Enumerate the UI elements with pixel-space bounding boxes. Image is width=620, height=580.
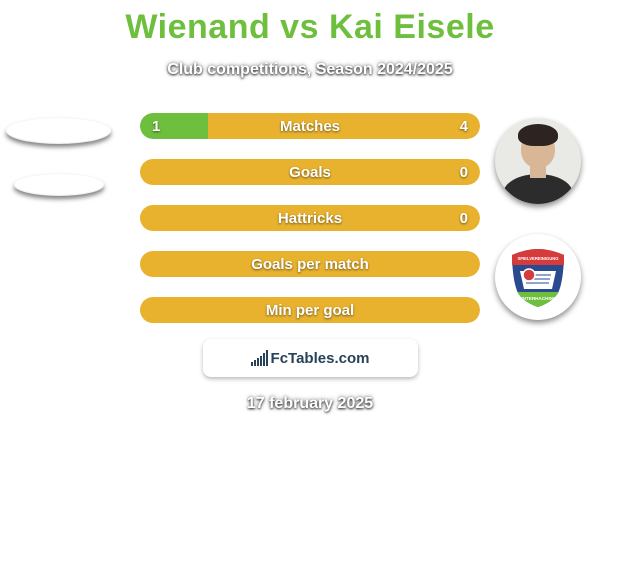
stat-row: Min per goal xyxy=(140,297,480,323)
date-label: 17 february 2025 xyxy=(0,395,620,413)
badge-top-text: SPIELVEREINIGUNG xyxy=(517,256,558,261)
stat-label: Min per goal xyxy=(140,297,480,323)
stat-label: Hattricks xyxy=(140,205,480,231)
stat-label: Goals per match xyxy=(140,251,480,277)
club-badge: SPIELVEREINIGUNG UNTERHACHING xyxy=(495,234,581,320)
stat-row: Goals0 xyxy=(140,159,480,185)
club-placeholder-oval xyxy=(14,174,104,196)
bars-icon xyxy=(251,350,269,366)
stat-label: Matches xyxy=(140,113,480,139)
club-shield-icon: SPIELVEREINIGUNG UNTERHACHING xyxy=(506,245,570,309)
player-avatar xyxy=(495,118,581,204)
source-logo: FcTables.com xyxy=(203,339,418,377)
comparison-rows: Matches14Goals0Hattricks0Goals per match… xyxy=(140,113,480,323)
stat-row: Matches1 4 xyxy=(140,113,480,139)
stat-value-left: 1 xyxy=(152,113,160,139)
badge-bottom-text: UNTERHACHING xyxy=(519,296,557,301)
left-player-column xyxy=(6,118,111,196)
stat-label: Goals xyxy=(140,159,480,185)
stat-value-right: 0 xyxy=(460,205,468,231)
right-player-column: SPIELVEREINIGUNG UNTERHACHING xyxy=(485,118,590,320)
source-logo-text: FcTables.com xyxy=(271,350,370,367)
player-placeholder-oval xyxy=(6,118,111,144)
page-title: Wienand vs Kai Eisele xyxy=(0,8,620,47)
stat-row: Goals per match xyxy=(140,251,480,277)
stat-value-right: 4 xyxy=(460,113,468,139)
stat-value-right: 0 xyxy=(460,159,468,185)
subtitle: Club competitions, Season 2024/2025 xyxy=(0,61,620,79)
comparison-card: Wienand vs Kai Eisele Club competitions,… xyxy=(0,0,620,440)
stat-row: Hattricks0 xyxy=(140,205,480,231)
